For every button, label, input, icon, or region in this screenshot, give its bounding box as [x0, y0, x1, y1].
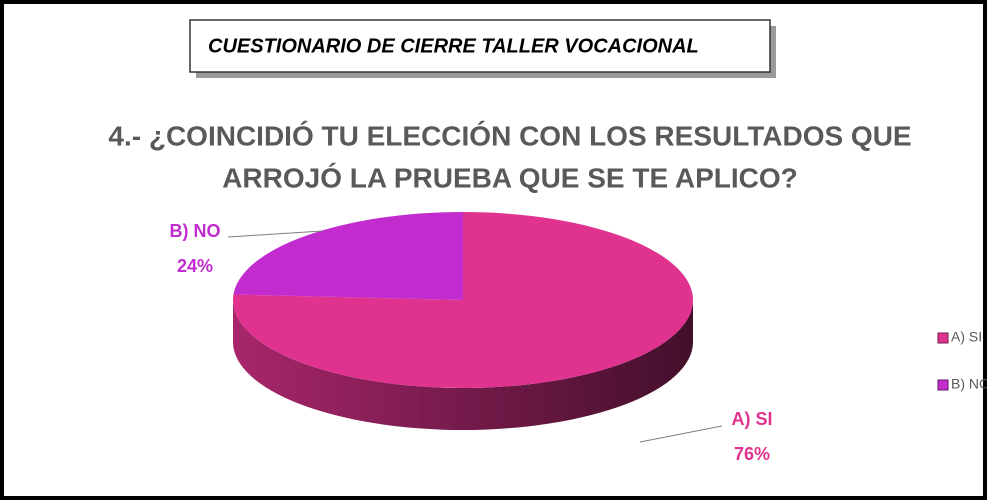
header-text: CUESTIONARIO DE CIERRE TALLER VOCACIONAL — [208, 35, 699, 57]
data-label-value: 76% — [734, 444, 770, 464]
data-label-name: A) SI — [731, 409, 772, 429]
legend-label: A) SI — [951, 329, 982, 345]
leader-line — [227, 230, 323, 238]
legend-swatch — [937, 332, 949, 344]
leader-line — [639, 425, 723, 443]
header-box — [189, 19, 771, 73]
legend-swatch — [937, 379, 949, 391]
slice-side — [233, 300, 693, 430]
chart-title: 4.- ¿COINCIDIÓ TU ELECCIÓN CON LOS RESUL… — [108, 120, 911, 151]
pie-slice — [233, 212, 463, 300]
slice-top — [233, 212, 463, 300]
data-label-value: 24% — [177, 256, 213, 276]
legend-label: B) NO — [951, 376, 987, 392]
chart-title: ARROJÓ LA PRUEBA QUE SE TE APLICO? — [222, 162, 798, 193]
data-label-name: B) NO — [170, 221, 221, 241]
